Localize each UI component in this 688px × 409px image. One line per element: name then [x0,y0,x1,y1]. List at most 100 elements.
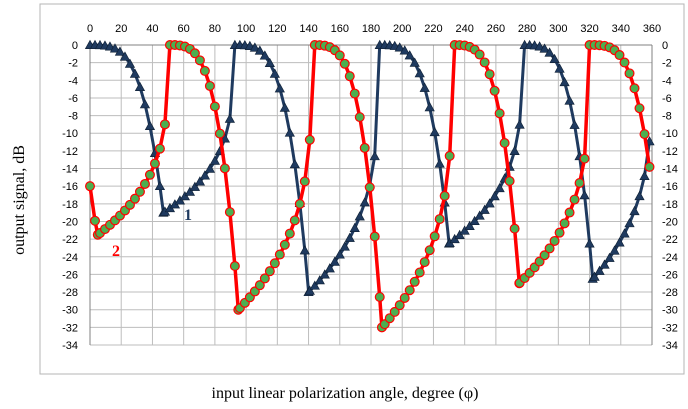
series-1-point-47 [309,280,320,290]
y-tick-label-right-7: -14 [662,164,678,176]
y-tick-label-left-12: -24 [62,252,78,264]
series-1-point-35 [254,45,265,55]
x-tick-label-2: 40 [146,23,158,35]
series-1-point-81 [474,210,485,220]
series-1-point-100 [569,119,580,129]
y-tick-label-left-17: -34 [62,340,78,352]
series-2-point-72 [429,231,440,242]
y-axis-title: output signal, dB [11,145,28,255]
series-2-point-40 [274,249,285,260]
series-2 [84,40,655,333]
series-1-point-89 [514,119,525,129]
series-1-point-66 [404,50,415,60]
series-1-point-59 [369,150,380,161]
series-1-point-96 [549,53,560,64]
series-1-point-12 [144,120,156,130]
series-2-point-27 [214,128,225,139]
series-1-point-72 [434,158,445,168]
series-2-point-100 [564,207,575,218]
series-1-label: 1 [184,207,192,224]
series-2-point-86 [499,138,510,149]
y-tick-label-left-8: -16 [62,181,78,193]
series-1-point-107 [599,259,610,269]
y-tick-label-right-12: -24 [662,252,678,264]
y-tick-label-left-6: -12 [62,146,78,158]
series-2-point-112 [624,68,635,79]
x-tick-label-14: 280 [518,23,536,35]
x-axis-title: input linear polarization angle, degree … [212,385,479,402]
series-1-point-50 [324,263,335,273]
series-1-point-48 [314,275,325,285]
series-2-point-24 [199,65,210,76]
series-2-point-65 [394,300,405,311]
series-1-point-84 [489,191,500,201]
series-2-point-29 [224,207,235,218]
series-1-point-105 [589,271,600,281]
x-tick-label-6: 120 [268,23,286,35]
series-2-point-53 [339,58,350,69]
series-2-point-114 [634,103,645,114]
series-2-point-87 [504,176,515,187]
series-1-point-23 [194,176,206,186]
series-2-point-59 [369,231,380,242]
x-tick-label-12: 240 [455,23,473,35]
y-tick-label-left-10: -20 [62,216,78,228]
series-2-point-97 [549,235,560,246]
series-1-point-109 [609,245,620,255]
y-tick-label-right-5: -10 [662,128,678,140]
series-2-point-69 [414,267,425,278]
series-1-point-5 [109,43,121,53]
series-2-point-43 [289,215,300,226]
series-2-point-0 [84,181,95,192]
series-1-point-29 [224,113,235,123]
series-2-point-75 [444,150,455,161]
x-tick-label-0: 0 [87,23,93,35]
series-2-point-102 [574,177,585,188]
series-1-point-113 [629,205,640,216]
series-1-point-54 [344,232,355,242]
series-2-point-41 [279,239,290,250]
series-2-point-56 [354,112,365,123]
y-tick-label-right-13: -26 [662,269,678,281]
series-2-point-96 [544,243,555,254]
series-2-point-98 [554,227,565,238]
series-2-point-30 [229,261,240,272]
series-1-point-65 [399,45,410,55]
series-1-point-103 [584,238,595,248]
x-tick-labels: 0 20 40 60 80 100 120 140 160 180 200 220 240 260 280 3… [87,23,661,35]
series-1-point-99 [564,95,575,105]
series-1-point-55 [349,222,360,232]
x-tick-label-11: 220 [424,23,442,35]
series-1-point-69 [419,82,430,92]
series-1-point-102 [579,190,590,200]
series-1-point-53 [339,241,350,251]
series-2-point-45 [299,176,310,187]
series-1-point-115 [639,170,650,180]
series-2-point-55 [349,88,360,99]
series-1-point-94 [539,43,550,53]
y-tick-label-right-14: -28 [662,287,678,299]
series-1-point-70 [424,101,435,112]
series-2-point-113 [629,83,640,94]
series-1-point-38 [269,68,280,78]
series-1-point-110 [614,237,625,247]
series-1-point-112 [624,217,635,228]
series-1-point-41 [284,127,295,137]
series-1-point-51 [329,256,340,266]
y-tick-label-left-2: -4 [68,75,78,87]
y-tick-label-left-15: -30 [62,305,78,317]
series-2-point-39 [269,258,280,269]
series-2-point-22 [189,48,200,59]
y-tick-label-left-7: -14 [62,164,78,176]
series-2-point-116 [644,161,655,172]
series-2-point-103 [579,153,590,164]
y-tick-label-left-14: -28 [62,287,78,299]
series-2-point-111 [619,57,630,68]
y-tick-label-left-5: -10 [62,128,78,140]
series-1-point-64 [394,42,405,52]
series-1-point-21 [184,186,196,196]
x-tick-label-16: 320 [580,23,598,35]
y-tick-label-right-11: -22 [662,234,678,246]
x-tick-label-10: 200 [393,23,411,35]
